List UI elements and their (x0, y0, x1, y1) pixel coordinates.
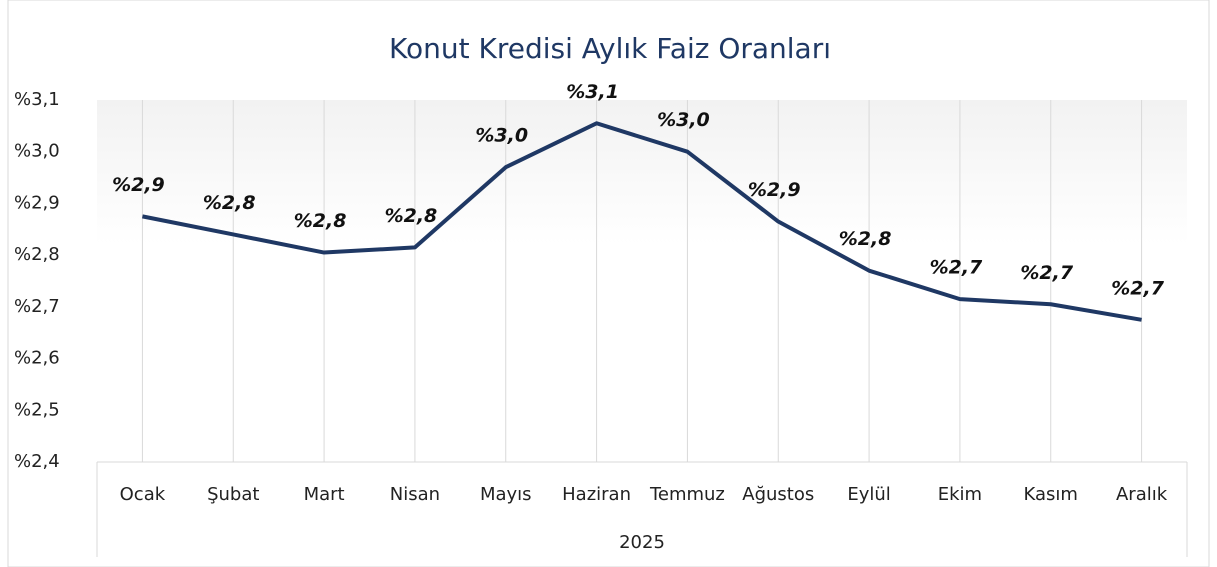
x-tick-label: Temmuz (649, 484, 725, 505)
x-tick-label: Nisan (390, 484, 440, 505)
plot-area (97, 100, 1187, 462)
data-label: %2,8 (203, 192, 256, 214)
line (142, 121, 1142, 322)
y-tick-label: %3,0 (14, 141, 60, 162)
x-tick-label: Kasım (1024, 484, 1078, 505)
x-tick-label: Şubat (207, 484, 259, 505)
data-label: %2,9 (112, 174, 165, 196)
x-tick-label: Eylül (847, 484, 890, 505)
data-label: %2,8 (839, 228, 892, 250)
x-group-label: 2025 (619, 532, 665, 553)
data-label: %2,8 (294, 210, 347, 232)
data-label: %3,0 (657, 109, 710, 131)
y-tick-label: %2,4 (14, 451, 60, 472)
data-label: %3,1 (566, 81, 619, 103)
x-tick-label: Ağustos (742, 484, 814, 505)
data-label: %2,7 (930, 257, 983, 279)
x-tick-label: Aralık (1116, 484, 1168, 505)
x-tick-label: Ocak (120, 484, 166, 505)
data-label: %2,9 (748, 179, 801, 201)
x-tick-label: Mayıs (480, 484, 532, 505)
data-label: %3,0 (475, 125, 528, 147)
data-label: %2,7 (1020, 262, 1073, 284)
data-label: %2,7 (1111, 277, 1164, 299)
x-tick-label: Mart (304, 484, 345, 505)
y-tick-label: %2,6 (14, 348, 60, 369)
chart-title: Konut Kredisi Aylık Faiz Oranları (389, 32, 831, 65)
y-tick-label: %2,8 (14, 244, 60, 265)
data-label: %2,8 (385, 205, 438, 227)
y-tick-label: %2,7 (14, 296, 60, 317)
x-tick-label: Ekim (938, 484, 982, 505)
y-tick-label: %2,9 (14, 192, 60, 213)
y-tick-label: %3,1 (14, 89, 60, 110)
y-tick-label: %2,5 (14, 399, 60, 420)
x-tick-label: Haziran (562, 484, 631, 505)
